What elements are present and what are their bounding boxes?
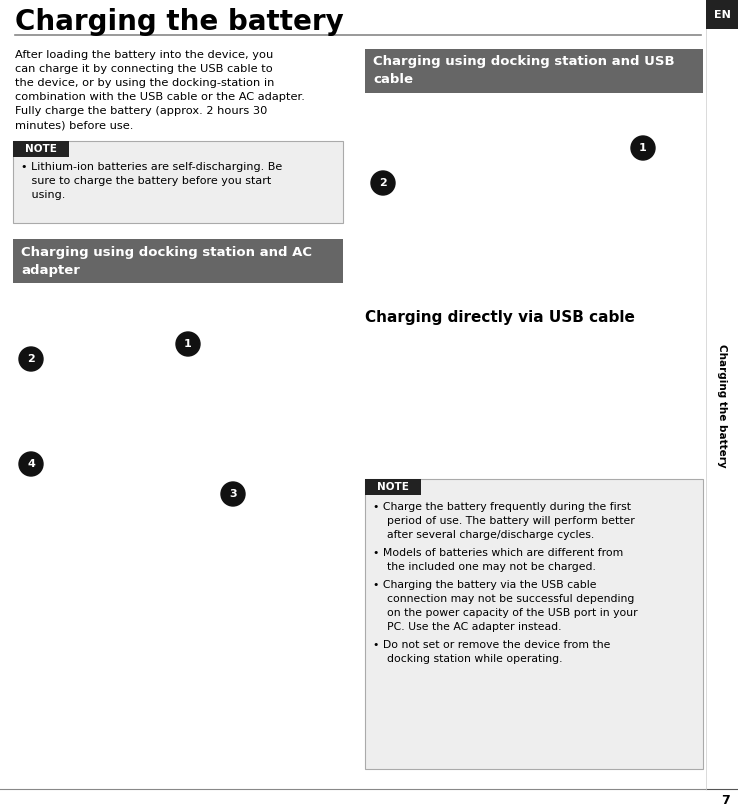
Text: 4: 4 (27, 458, 35, 469)
Text: 3: 3 (230, 488, 237, 499)
Bar (13, 142, 343, 224)
Text: minutes) before use.: minutes) before use. (15, 120, 134, 130)
Text: cable: cable (373, 73, 413, 86)
Text: combination with the USB cable or the AC adapter.: combination with the USB cable or the AC… (15, 92, 305, 102)
Text: After loading the battery into the device, you: After loading the battery into the devic… (15, 50, 273, 60)
Text: • Do not set or remove the device from the: • Do not set or remove the device from t… (373, 639, 610, 649)
Text: Charging using docking station and USB: Charging using docking station and USB (373, 55, 675, 68)
Text: • Models of batteries which are different from: • Models of batteries which are differen… (373, 547, 624, 557)
Text: NOTE: NOTE (25, 144, 57, 154)
Circle shape (631, 137, 655, 161)
Bar (706, 0, 738, 30)
Text: adapter: adapter (21, 264, 80, 277)
Text: Charging using docking station and AC: Charging using docking station and AC (21, 246, 312, 259)
Bar (365, 479, 421, 496)
Text: Charging the battery: Charging the battery (717, 344, 727, 467)
Bar (365, 479, 703, 769)
Text: docking station while operating.: docking station while operating. (373, 653, 562, 663)
Text: Charging directly via USB cable: Charging directly via USB cable (365, 310, 635, 324)
Text: EN: EN (714, 10, 731, 20)
Circle shape (221, 483, 245, 506)
Text: Fully charge the battery (approx. 2 hours 30: Fully charge the battery (approx. 2 hour… (15, 106, 267, 116)
Text: the included one may not be charged.: the included one may not be charged. (373, 561, 596, 571)
Text: 7: 7 (722, 793, 731, 806)
Text: • Charging the battery via the USB cable: • Charging the battery via the USB cable (373, 579, 596, 590)
Text: • Charge the battery frequently during the first: • Charge the battery frequently during t… (373, 501, 631, 512)
Text: 2: 2 (379, 178, 387, 188)
Text: Charging the battery: Charging the battery (15, 8, 344, 36)
Text: using.: using. (21, 190, 66, 200)
Circle shape (19, 348, 43, 371)
Circle shape (176, 333, 200, 357)
Text: the device, or by using the docking-station in: the device, or by using the docking-stat… (15, 78, 275, 88)
Circle shape (371, 172, 395, 195)
Text: NOTE: NOTE (377, 482, 409, 491)
Text: period of use. The battery will perform better: period of use. The battery will perform … (373, 515, 635, 526)
Text: can charge it by connecting the USB cable to: can charge it by connecting the USB cabl… (15, 64, 273, 74)
Text: 2: 2 (27, 354, 35, 363)
Text: PC. Use the AC adapter instead.: PC. Use the AC adapter instead. (373, 621, 562, 631)
Bar (13, 142, 69, 158)
Text: 1: 1 (184, 338, 192, 349)
Text: 1: 1 (639, 143, 647, 152)
Text: after several charge/discharge cycles.: after several charge/discharge cycles. (373, 530, 594, 539)
Bar (13, 240, 343, 284)
Text: • Lithium-ion batteries are self-discharging. Be: • Lithium-ion batteries are self-dischar… (21, 162, 282, 172)
Text: sure to charge the battery before you start: sure to charge the battery before you st… (21, 176, 272, 186)
Text: connection may not be successful depending: connection may not be successful dependi… (373, 594, 635, 603)
Circle shape (19, 453, 43, 476)
Text: on the power capacity of the USB port in your: on the power capacity of the USB port in… (373, 607, 638, 617)
Bar (365, 50, 703, 94)
